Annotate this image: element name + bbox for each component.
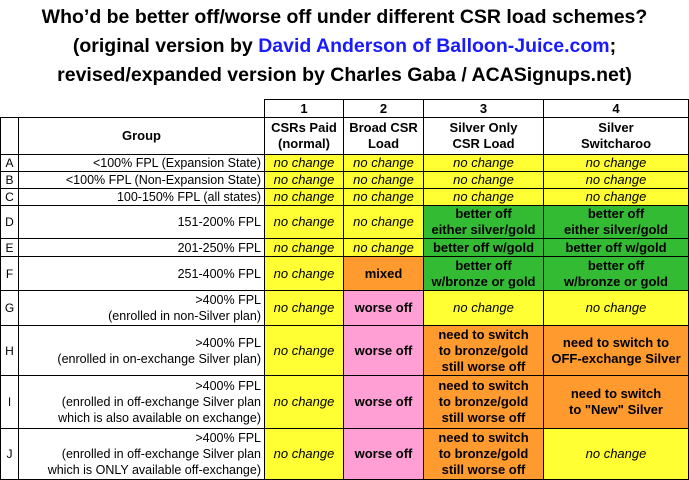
outcome-cell: better off w/gold [543,238,689,257]
row-letter: C [0,188,19,206]
title-line: revised/expanded version by Charles Gaba… [57,64,632,86]
title-line: (original version by David Anderson of B… [0,32,689,61]
csr-table: 1 2 3 4 Group CSRs Paid (normal) Broad CSR Loa… [0,99,689,480]
table-row: G >400% FPL (enrolled in non-Silver plan)… [0,290,689,326]
table-row: E 201-250% FPL no change no change better of… [0,238,689,257]
column-number: 2 [343,99,424,118]
outcome-cell: better off either silver/gold [423,205,544,239]
column-header: CSRs Paid (normal) [264,117,344,155]
outcome-cell: no change [264,256,344,291]
outcome-cell: no change [423,171,544,189]
outcome-cell: no change [543,171,689,189]
table-row: A <100% FPL (Expansion State) no change no … [0,154,689,172]
outcome-cell: better off w/bronze or gold [423,256,544,291]
row-letter: F [0,256,19,291]
column-number: 1 [264,99,344,118]
outcome-cell: need to switch to OFF-exchange Silver [543,325,689,376]
row-letter: G [0,290,19,326]
outcome-cell: need to switch to bronze/gold still wors… [423,375,544,429]
outcome-cell: no change [343,188,424,206]
outcome-cell: no change [264,290,344,326]
outcome-cell: no change [264,154,344,172]
row-letter: J [0,428,19,480]
outcome-cell: worse off [343,375,424,429]
outcome-cell: no change [264,171,344,189]
outcome-cell: mixed [343,256,424,291]
title-text: ; [609,35,617,57]
outcome-cell: no change [264,375,344,429]
outcome-cell: no change [423,290,544,326]
outcome-cell: worse off [343,428,424,480]
outcome-cell: no change [543,428,689,480]
group-cell: 201-250% FPL [18,238,265,257]
outcome-cell: no change [343,238,424,257]
column-header: Silver Switcharoo [543,117,689,155]
title-line: Who’d be better off/worse off under diff… [41,6,648,28]
table-row: C 100-150% FPL (all states) no change no ch… [0,188,689,206]
outcome-cell: no change [543,188,689,206]
row-letter: A [0,154,19,172]
table-row: D 151-200% FPL no change no change better of… [0,205,689,239]
column-header: Broad CSR Load [343,117,424,155]
outcome-cell: no change [423,188,544,206]
outcome-cell: no change [264,428,344,480]
table-row: H >400% FPL (enrolled in on-exchange Silv… [0,325,689,376]
outcome-cell: worse off [343,290,424,326]
row-letter: I [0,375,19,429]
blank [0,117,19,155]
row-letter: B [0,171,19,189]
row-letter: H [0,325,19,376]
group-cell: >400% FPL (enrolled in off-exchange Silv… [18,375,265,429]
group-header: Group [18,117,265,155]
outcome-cell: better off w/bronze or gold [543,256,689,291]
title: Who’d be better off/worse off under diff… [0,0,689,99]
outcome-cell: no change [264,325,344,376]
table-row: J >400% FPL (enrolled in off-exchange Sil… [0,428,689,480]
outcome-cell: no change [264,205,344,239]
column-number: 3 [423,99,544,118]
table-row: F 251-400% FPL no change mixed better off w/… [0,256,689,291]
outcome-cell: need to switch to bronze/gold still wors… [423,325,544,376]
group-cell: >400% FPL (enrolled in on-exchange Silve… [18,325,265,376]
group-cell: <100% FPL (Expansion State) [18,154,265,172]
outcome-cell: worse off [343,325,424,376]
blank [1,100,265,118]
group-cell: 251-400% FPL [18,256,265,291]
column-number: 4 [543,99,689,118]
outcome-cell: no change [543,290,689,326]
outcome-cell: better off either silver/gold [543,205,689,239]
title-link: David Anderson of Balloon-Juice.com [258,35,610,57]
outcome-cell: no change [264,238,344,257]
outcome-cell: need to switch to bronze/gold still wors… [423,428,544,480]
outcome-cell: no change [423,154,544,172]
table-row: B <100% FPL (Non-Expansion State) no chang… [0,171,689,189]
outcome-cell: no change [264,188,344,206]
group-cell: 100-150% FPL (all states) [18,188,265,206]
row-letter: D [0,205,19,239]
outcome-cell: better off w/gold [423,238,544,257]
column-header: Silver Only CSR Load [423,117,544,155]
group-cell: 151-200% FPL [18,205,265,239]
outcome-cell: no change [543,154,689,172]
group-cell: >400% FPL (enrolled in non-Silver plan) [18,290,265,326]
title-text: (original version by [72,35,259,57]
outcome-cell: need to switch to "New" Silver [543,375,689,429]
outcome-cell: no change [343,171,424,189]
outcome-cell: no change [343,154,424,172]
row-letter: E [0,238,19,257]
group-cell: <100% FPL (Non-Expansion State) [18,171,265,189]
header-row: Group CSRs Paid (normal) Broad CSR Load Sil… [0,117,689,155]
group-cell: >400% FPL (enrolled in off-exchange Silv… [18,428,265,480]
table-row: I >400% FPL (enrolled in off-exchange Sil… [0,375,689,429]
outcome-cell: no change [343,205,424,239]
